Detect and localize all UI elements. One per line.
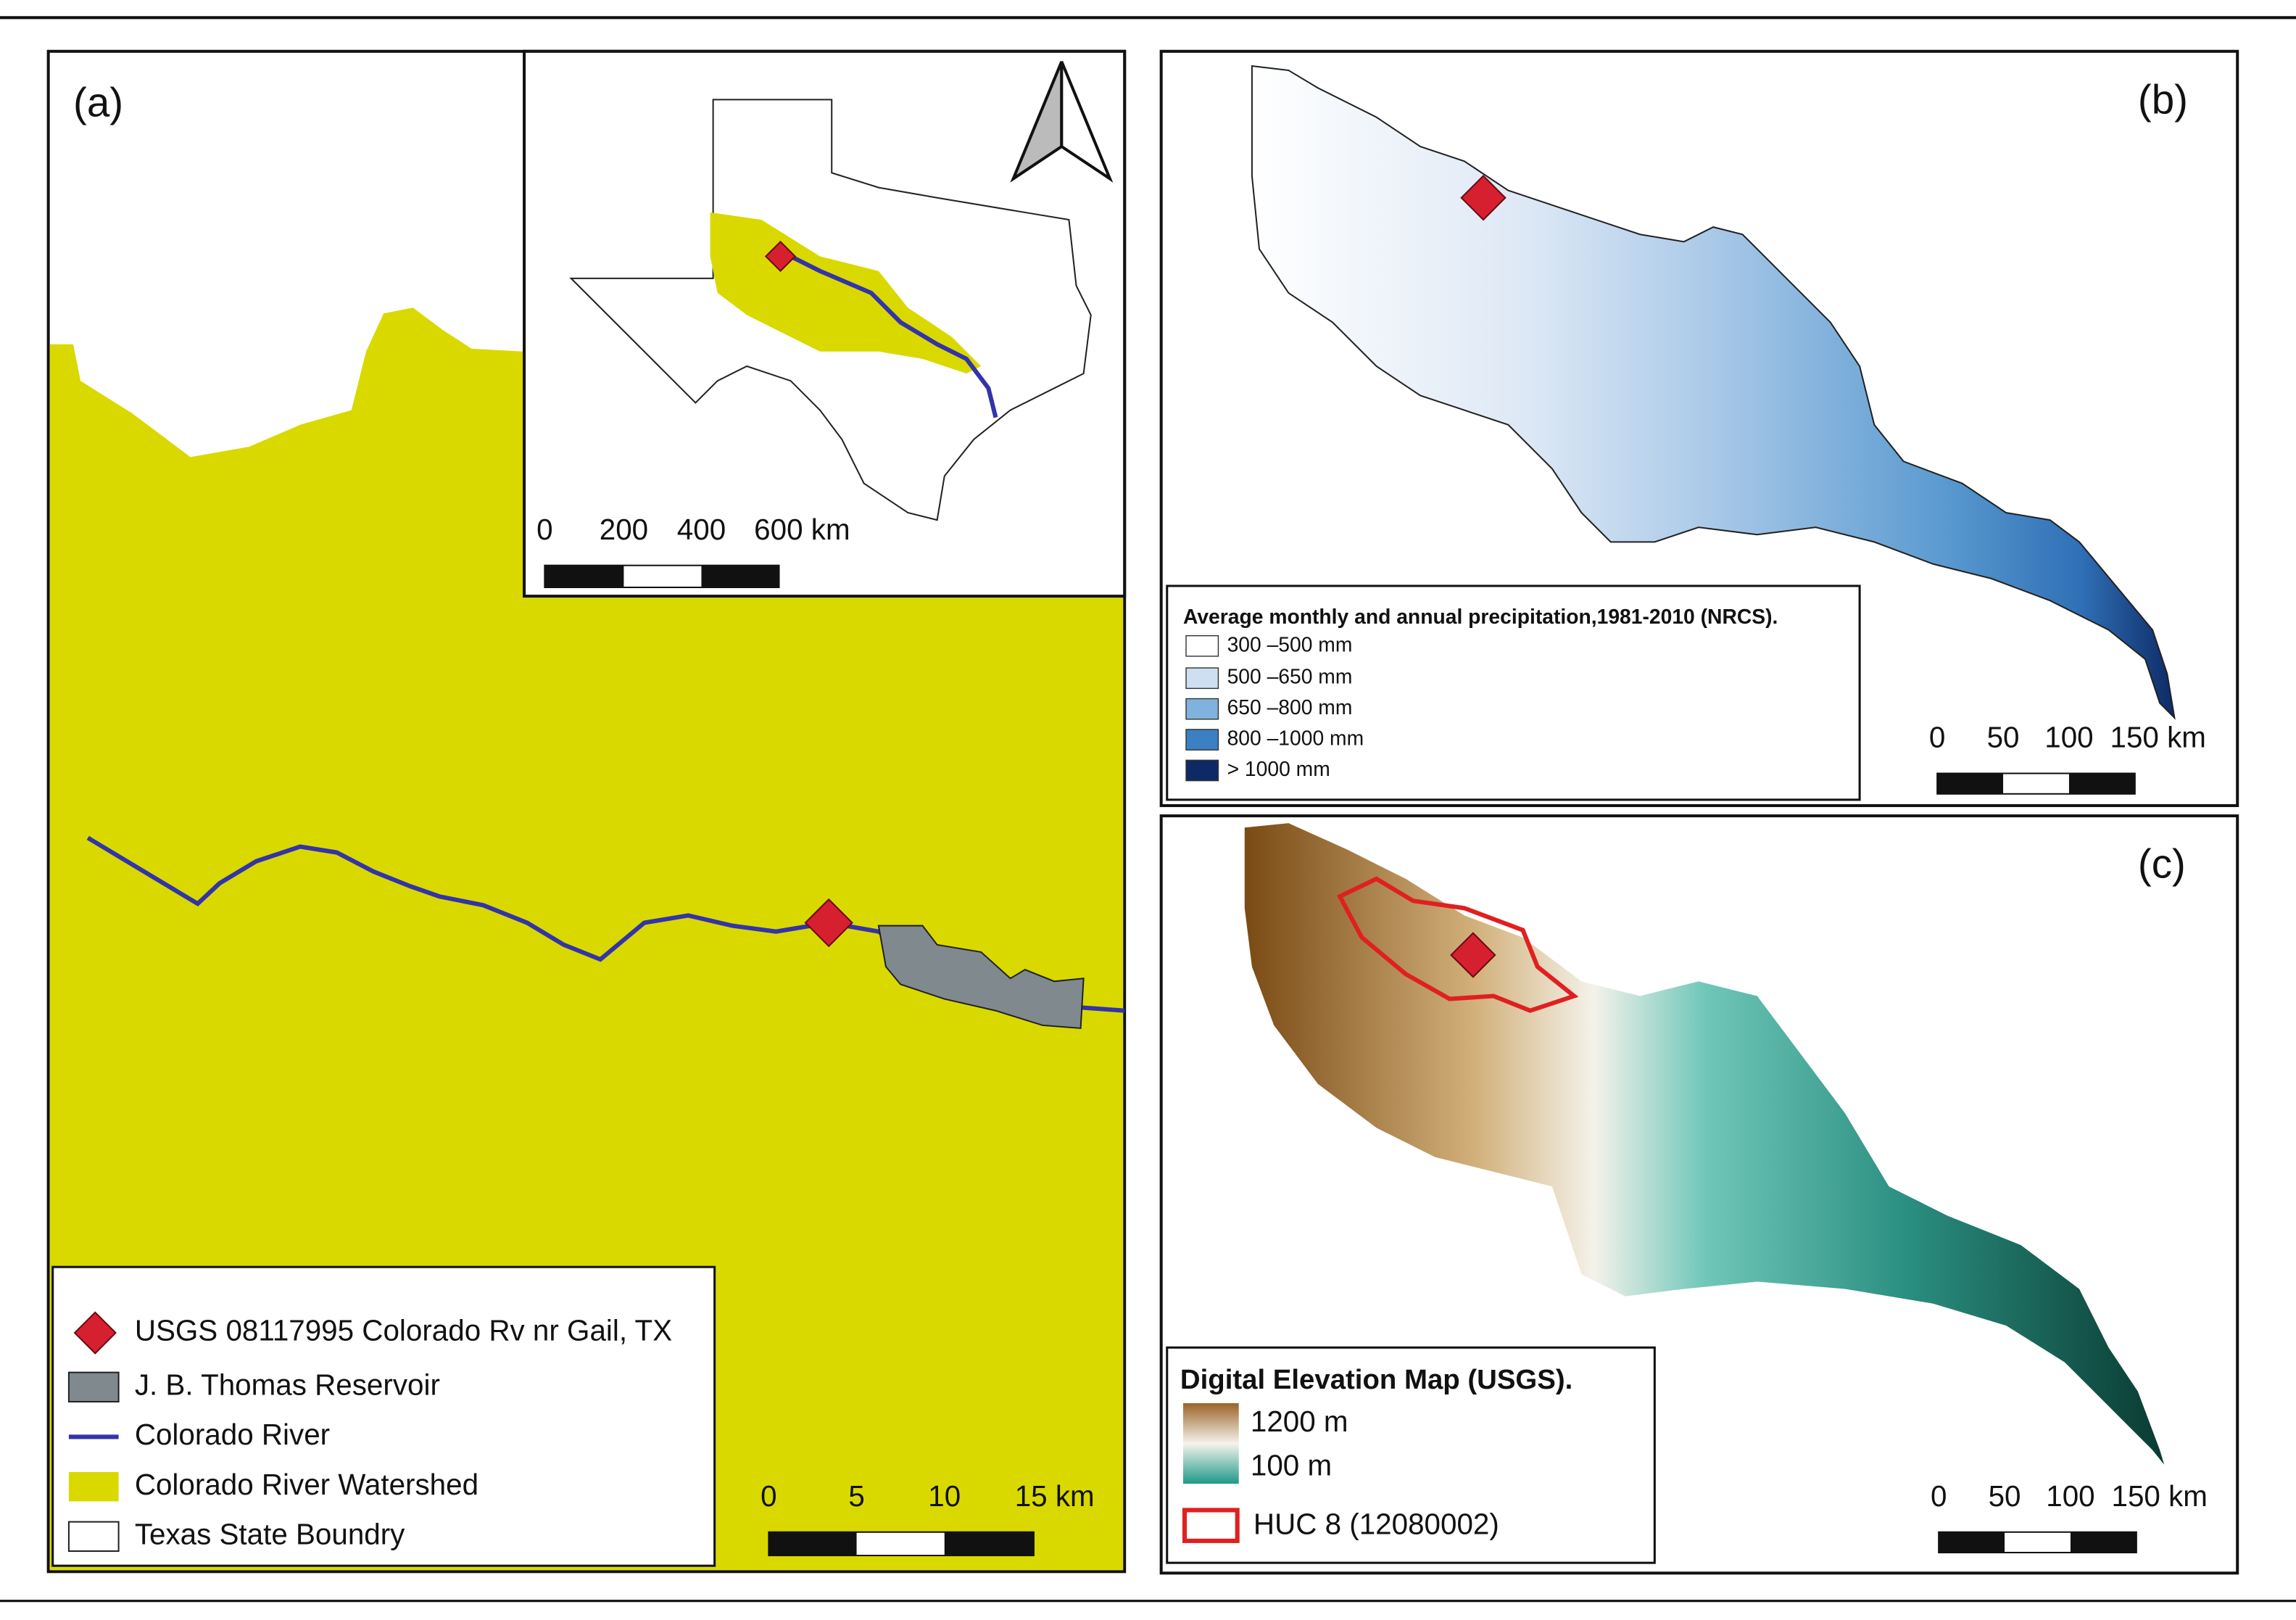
- scale-label: 100: [2046, 1479, 2094, 1513]
- legend-swatch: [1185, 759, 1219, 782]
- scale-bar: [768, 1532, 857, 1556]
- ramp-label: 100 m: [1251, 1449, 1332, 1482]
- legend-label: J. B. Thomas Reservoir: [135, 1368, 440, 1401]
- legend-label: 500 –650 mm: [1227, 665, 1353, 688]
- elevation-map: [1244, 823, 2165, 1465]
- scale-bar: [1937, 773, 2004, 794]
- legend-swatch: [67, 1371, 120, 1402]
- legend-swatch: [1185, 635, 1219, 657]
- scale-label: 5: [848, 1479, 864, 1513]
- panel-a: (a) 0 200 400 600 km USGS 08117995 Color…: [46, 49, 1127, 1574]
- reservoir: [877, 925, 1085, 1030]
- scale-label: 0: [1929, 721, 1945, 754]
- scale-label: 0: [536, 513, 552, 546]
- scale-label: 50: [1987, 721, 2020, 754]
- legend-swatch: [1185, 729, 1219, 751]
- scale-label: 0: [761, 1479, 776, 1513]
- legend-title: Average monthly and annual precipitation…: [1183, 605, 1778, 628]
- legend-swatch: [68, 1471, 119, 1502]
- inset-gauge: [764, 240, 797, 273]
- panel-label: (b): [2138, 76, 2188, 122]
- legend-label: 300 –500 mm: [1227, 632, 1353, 656]
- inset-river: [775, 247, 998, 418]
- legend-swatch: [1185, 667, 1219, 690]
- north-arrow: [1060, 61, 1114, 183]
- scale-label: 10: [928, 1479, 961, 1513]
- gauge: [1450, 932, 1496, 978]
- scale-bar: [2070, 1532, 2137, 1553]
- legend-swatch: [67, 1521, 120, 1553]
- scale-label: 100: [2044, 721, 2093, 754]
- scale-bar: [2068, 773, 2135, 794]
- panel-c: (c) Digital Elevation Map (USGS). 1200 m…: [1159, 814, 2239, 1575]
- legend-label: 650 –800 mm: [1227, 695, 1353, 719]
- panel-label: (a): [73, 79, 123, 125]
- scale-bar: [1939, 1532, 2005, 1553]
- legend-label: 800 –1000 mm: [1227, 727, 1364, 750]
- precipitation-map: [1251, 65, 2176, 720]
- scale-label: 200: [600, 513, 648, 546]
- legend-box: [1166, 584, 1861, 801]
- legend-ramp: [1182, 1403, 1239, 1484]
- inset: 0 200 400 600 km: [523, 49, 1127, 598]
- river: [86, 835, 1125, 1013]
- legend-label: Colorado River Watershed: [135, 1468, 478, 1501]
- legend-label: HUC 8 (12080002): [1253, 1507, 1499, 1540]
- legend-title: Digital Elevation Map (USGS).: [1180, 1364, 1572, 1395]
- huc-boundary: [1336, 876, 1579, 1013]
- watershed: [49, 307, 1124, 1571]
- gauge: [1460, 175, 1507, 221]
- legend-swatch: [1182, 1508, 1240, 1543]
- gauge: [804, 898, 853, 948]
- legend-label: USGS 08117995 Colorado Rv nr Gail, TX: [135, 1314, 672, 1347]
- legend-box: [1166, 1346, 1656, 1564]
- scale-bar: [944, 1532, 1034, 1556]
- legend: USGS 08117995 Colorado Rv nr Gail, TX J.…: [51, 1265, 716, 1567]
- scale-label: 0: [1931, 1479, 1947, 1513]
- legend-box: [51, 1265, 716, 1567]
- scale-label: 15 km: [1015, 1479, 1095, 1513]
- scale-label: 150 km: [2112, 1479, 2208, 1513]
- legend-label: Texas State Boundry: [135, 1517, 405, 1550]
- scale-bar: [701, 565, 779, 587]
- panel-b: (b) Average monthly and annual precipita…: [1159, 49, 2239, 807]
- legend-swatch: [1185, 698, 1219, 720]
- legend-label: > 1000 mm: [1227, 757, 1330, 780]
- panel-label: (c): [2138, 841, 2186, 887]
- scale-label: 400: [677, 513, 726, 546]
- ramp-label: 1200 m: [1251, 1405, 1348, 1438]
- legend-label: Colorado River: [135, 1418, 330, 1451]
- scale-label: 600 km: [754, 513, 850, 546]
- scale-bar: [544, 565, 624, 587]
- legend-swatch: [73, 1311, 117, 1355]
- scale-label: 50: [1989, 1479, 2021, 1513]
- scale-label: 150 km: [2110, 721, 2205, 754]
